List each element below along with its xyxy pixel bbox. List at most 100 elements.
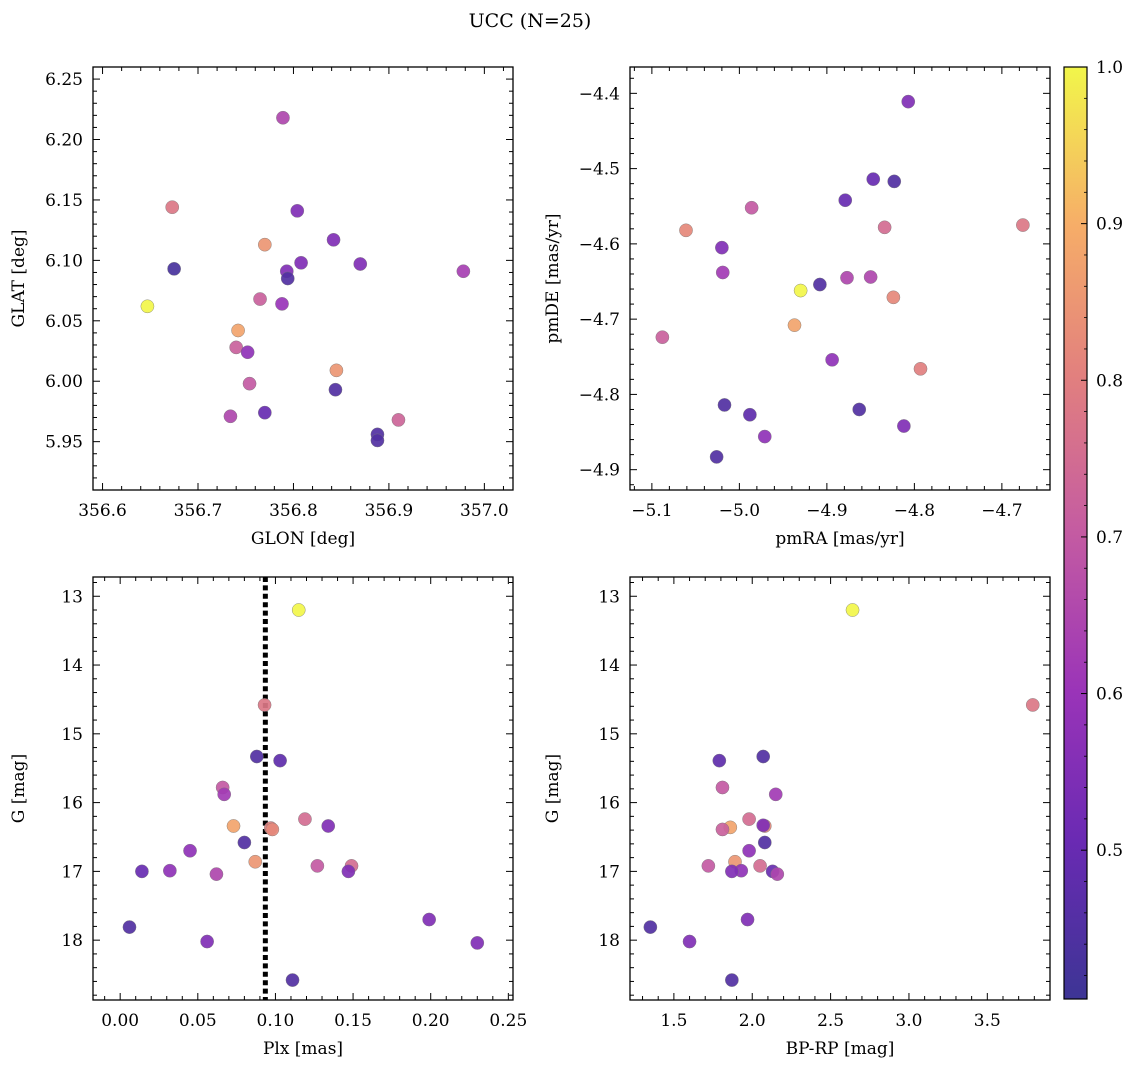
x-tick-label: 0.10 bbox=[257, 1011, 295, 1031]
data-point bbox=[258, 405, 272, 420]
data-point bbox=[200, 934, 214, 949]
data-point bbox=[353, 257, 368, 271]
scatter-panel-bottom-left: 0.00 0.05 0.10 0.15 0.20 0.25 13 14 15 16 17 18 Plx … bbox=[9, 576, 527, 1059]
y-axis-label: GLAT [deg] bbox=[9, 229, 29, 327]
data-point bbox=[231, 323, 245, 338]
x-tick-label: 3.0 bbox=[895, 1011, 922, 1031]
y-tick-label: 17 bbox=[598, 862, 620, 882]
data-point bbox=[276, 110, 290, 125]
data-point bbox=[456, 264, 471, 279]
data-point bbox=[838, 193, 853, 208]
y-tick-label: 15 bbox=[598, 725, 620, 745]
y-tick-label: 6.10 bbox=[45, 251, 83, 271]
data-point bbox=[655, 330, 670, 345]
x-tick-label: −5.0 bbox=[719, 501, 760, 521]
data-point bbox=[866, 172, 881, 186]
data-point bbox=[840, 270, 854, 285]
data-point bbox=[248, 854, 263, 869]
y-tick-label: 18 bbox=[598, 931, 620, 951]
y-tick-label: 14 bbox=[598, 656, 620, 676]
data-point bbox=[280, 271, 295, 286]
y-tick-label: 17 bbox=[61, 862, 83, 882]
y-axis-label: G [mag] bbox=[543, 754, 563, 823]
data-point bbox=[290, 204, 305, 218]
data-point bbox=[1025, 698, 1040, 712]
x-tick-label: −4.9 bbox=[806, 501, 847, 521]
colorbar-gradient bbox=[1063, 66, 1088, 1000]
data-point bbox=[709, 450, 724, 464]
x-tick-label: 356.9 bbox=[365, 501, 414, 521]
ticks bbox=[630, 577, 1051, 1000]
points bbox=[140, 110, 471, 448]
data-point bbox=[328, 382, 343, 397]
y-tick-label: 15 bbox=[61, 725, 83, 745]
data-point bbox=[725, 973, 739, 987]
data-point bbox=[643, 920, 658, 934]
data-point bbox=[877, 220, 892, 235]
x-axis-label: GLON [deg] bbox=[251, 529, 355, 549]
data-point bbox=[768, 787, 783, 802]
x-axis-label: Plx [mas] bbox=[263, 1039, 343, 1059]
data-point bbox=[321, 819, 336, 833]
x-tick-label: 0.00 bbox=[101, 1011, 139, 1031]
colorbar-tick-label: 0.6 bbox=[1096, 685, 1123, 705]
y-tick-label: 13 bbox=[598, 587, 620, 607]
data-point bbox=[913, 362, 928, 376]
data-point bbox=[756, 749, 771, 764]
data-point bbox=[242, 376, 257, 391]
y-tick-label: −4.9 bbox=[579, 461, 620, 481]
data-point bbox=[209, 867, 224, 881]
y-tick-label: 16 bbox=[61, 794, 83, 814]
data-point bbox=[742, 843, 756, 858]
points bbox=[122, 603, 485, 987]
scatter-panel-bottom-right: 1.5 2.0 2.5 3.0 3.5 13 14 15 16 17 18 BP-RP [mag] G … bbox=[543, 576, 1051, 1059]
data-point bbox=[740, 912, 755, 927]
data-point bbox=[370, 433, 385, 448]
data-point bbox=[715, 265, 730, 280]
colorbar-tick-label: 0.9 bbox=[1096, 215, 1123, 235]
x-tick-label: −4.8 bbox=[894, 501, 935, 521]
data-point bbox=[863, 270, 878, 284]
data-point bbox=[756, 818, 771, 833]
axes-frame bbox=[629, 66, 1051, 491]
data-point bbox=[258, 237, 272, 252]
y-axis-label: G [mag] bbox=[9, 754, 29, 823]
data-point bbox=[250, 749, 264, 764]
y-tick-label: 16 bbox=[598, 794, 620, 814]
data-point bbox=[845, 603, 860, 617]
data-point bbox=[825, 352, 839, 367]
data-point bbox=[715, 240, 729, 255]
data-point bbox=[310, 859, 325, 873]
y-tick-label: −4.7 bbox=[579, 310, 620, 330]
y-tick-label: 6.20 bbox=[45, 131, 83, 151]
data-point bbox=[744, 200, 759, 215]
data-point bbox=[183, 843, 197, 858]
data-point bbox=[275, 297, 289, 311]
data-point bbox=[757, 429, 772, 444]
data-point bbox=[122, 920, 137, 934]
data-point bbox=[679, 223, 693, 238]
data-point bbox=[291, 603, 306, 617]
data-point bbox=[712, 753, 727, 768]
x-tick-label: 356.6 bbox=[78, 501, 127, 521]
data-point bbox=[285, 973, 300, 987]
x-tick-label: −5.1 bbox=[631, 501, 672, 521]
data-point bbox=[897, 419, 911, 433]
y-tick-label: 6.15 bbox=[45, 191, 83, 211]
data-point bbox=[140, 299, 155, 314]
colorbar-tick-label: 1.0 bbox=[1096, 58, 1123, 78]
colorbar-tick-label: 0.5 bbox=[1096, 841, 1123, 861]
data-point bbox=[715, 780, 730, 795]
data-point bbox=[682, 934, 697, 949]
data-point bbox=[470, 936, 485, 950]
y-tick-label: −4.5 bbox=[579, 160, 620, 180]
points bbox=[643, 603, 1040, 987]
x-tick-label: 0.25 bbox=[489, 1011, 527, 1031]
colorbar-tick-label: 0.7 bbox=[1096, 528, 1123, 548]
y-axis-label: pmDE [mas/yr] bbox=[543, 213, 563, 343]
x-axis-label: pmRA [mas/yr] bbox=[775, 529, 904, 549]
x-tick-label: −4.7 bbox=[981, 501, 1022, 521]
data-point bbox=[886, 290, 901, 305]
scatter-panel-top-right: −5.1 −5.0 −4.9 −4.8 −4.7 −4.9 −4.8 −4.7 −4.6 −4.5… bbox=[543, 66, 1051, 549]
